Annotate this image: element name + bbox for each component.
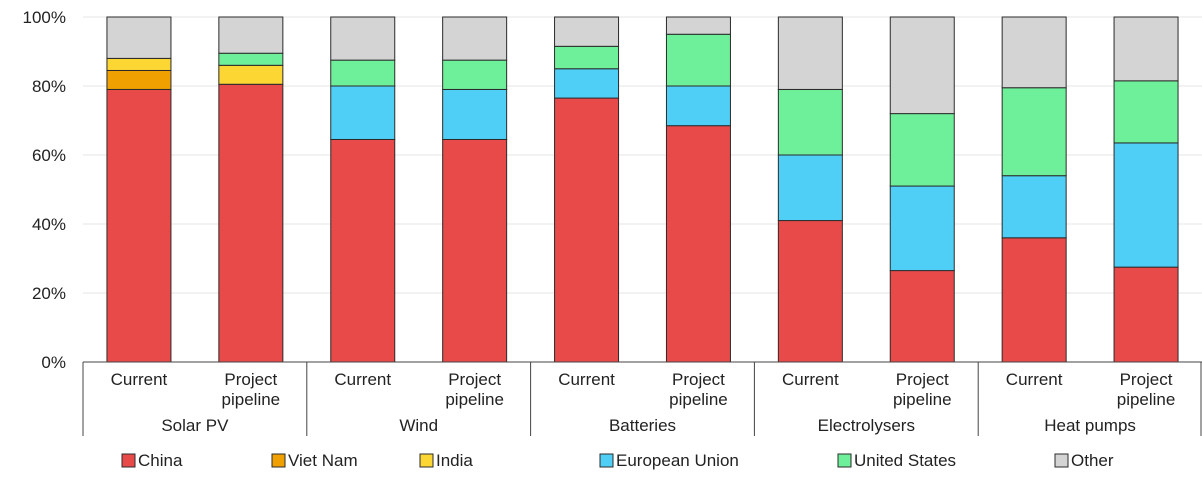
y-tick-label: 40% xyxy=(32,215,66,234)
legend-label: India xyxy=(436,451,473,470)
bar-segment-china xyxy=(330,138,396,363)
legend-swatch xyxy=(837,453,852,468)
category-label: Project pipeline xyxy=(222,370,281,409)
category-label: Current xyxy=(111,370,168,389)
legend-swatch xyxy=(121,453,136,468)
bar-segment-european-union xyxy=(1113,142,1179,268)
bar-segment-united-states xyxy=(665,33,731,87)
bar-segment-china xyxy=(1001,237,1067,363)
bar-segment-united-states xyxy=(218,52,284,66)
y-tick-label: 100% xyxy=(23,8,66,27)
bar-segment-united-states xyxy=(330,59,396,87)
bar-segment-china xyxy=(1113,266,1179,363)
bar-segment-other xyxy=(554,16,620,47)
bar-segment-china xyxy=(777,220,843,363)
legend-label: China xyxy=(138,451,183,470)
bar-segment-european-union xyxy=(442,88,508,140)
bar-segment-china xyxy=(889,270,955,363)
legend-label: Viet Nam xyxy=(288,451,358,470)
bar-segment-united-states xyxy=(777,88,843,156)
legend: China Viet Nam India European Union United S… xyxy=(121,451,1114,470)
bars xyxy=(106,16,1179,363)
bar-segment-india xyxy=(106,57,172,71)
bar-segment-united-states xyxy=(889,113,955,187)
legend-swatch xyxy=(271,453,286,468)
bar-segment-india xyxy=(218,64,284,85)
category-label: Current xyxy=(334,370,391,389)
legend-label: European Union xyxy=(616,451,739,470)
bar-segment-european-union xyxy=(889,185,955,272)
category-label: Project pipeline xyxy=(893,370,952,409)
bar-segment-european-union xyxy=(1001,175,1067,239)
bar-segment-other xyxy=(218,16,284,54)
legend-swatch xyxy=(599,453,614,468)
bar-segment-united-states xyxy=(554,45,620,70)
category-label: Project pipeline xyxy=(1117,370,1176,409)
bar-segment-other xyxy=(106,16,172,59)
category-label: Current xyxy=(558,370,615,389)
bar-segment-european-union xyxy=(330,85,396,140)
category-label: Current xyxy=(782,370,839,389)
y-tick-label: 0% xyxy=(41,353,66,372)
bar-segment-other xyxy=(665,16,731,35)
bar-segment-united-states xyxy=(1113,80,1179,144)
bar-segment-european-union xyxy=(554,68,620,99)
category-label: Project pipeline xyxy=(669,370,728,409)
bar-segment-european-union xyxy=(665,85,731,127)
category-label: Current xyxy=(1006,370,1063,389)
legend-label: United States xyxy=(854,451,956,470)
y-tick-label: 80% xyxy=(32,77,66,96)
group-label: Batteries xyxy=(609,416,676,435)
group-label: Heat pumps xyxy=(1044,416,1136,435)
legend-swatch xyxy=(419,453,434,468)
bar-segment-china xyxy=(442,138,508,363)
bar-segment-other xyxy=(1113,16,1179,82)
y-tick-label: 60% xyxy=(32,146,66,165)
category-labels: Current Project pipeline Solar PV Current Pro… xyxy=(111,370,1176,435)
bar-segment-european-union xyxy=(777,154,843,222)
bar-segment-other xyxy=(777,16,843,90)
bar-segment-other xyxy=(1001,16,1067,89)
axes: 0% 20% 40% 60% 80% 100% xyxy=(23,8,1202,436)
category-label: Project pipeline xyxy=(445,370,504,409)
bar-segment-united-states xyxy=(442,59,508,90)
bar-segment-united-states xyxy=(1001,87,1067,177)
bar-segment-china xyxy=(218,83,284,363)
bar-segment-china xyxy=(106,88,172,363)
bar-segment-other xyxy=(442,16,508,61)
group-label: Electrolysers xyxy=(818,416,915,435)
bar-segment-other xyxy=(889,16,955,115)
bar-segment-viet-nam xyxy=(106,69,172,90)
group-label: Solar PV xyxy=(161,416,229,435)
legend-label: Other xyxy=(1071,451,1114,470)
group-label: Wind xyxy=(399,416,438,435)
legend-swatch xyxy=(1054,453,1069,468)
bar-segment-china xyxy=(554,97,620,363)
bar-segment-china xyxy=(665,125,731,363)
y-tick-label: 20% xyxy=(32,284,66,303)
bar-segment-other xyxy=(330,16,396,61)
